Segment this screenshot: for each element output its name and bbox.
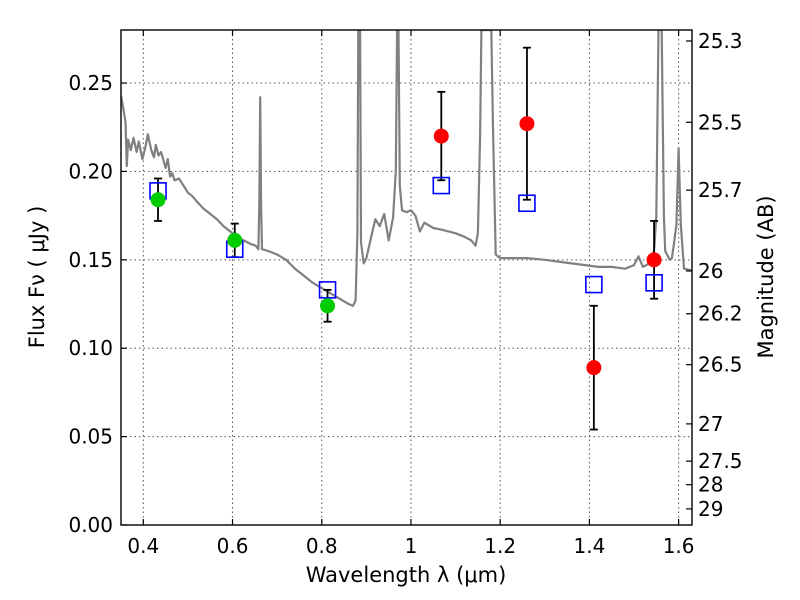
y-tick-label: 0.20 [68,159,113,183]
right-tick-label: 27 [698,412,723,436]
x-tick-label: 1.6 [663,534,695,558]
observed-flux-point [519,116,535,132]
model-flux-square [518,194,536,213]
observed-flux-point [433,128,449,144]
x-axis-title: Wavelength λ (μm) [306,563,507,587]
y-tick-label: 0.25 [68,71,113,95]
model-flux-square [645,274,663,292]
y-tick-label: 0.05 [68,425,113,449]
right-axis-title: Magnitude (AB) [754,195,778,358]
observed-flux-point [320,298,336,314]
right-tick-label: 26.2 [698,302,743,326]
x-tick-label: 1.4 [573,534,605,558]
y-tick-label: 0.15 [68,248,113,272]
grid-lines [121,30,692,526]
y-tick-label: 0.00 [68,513,113,537]
model-flux-square [432,176,451,195]
y-axis-title: Flux Fν ( μJy ) [25,206,49,349]
x-tick-label: 0.8 [306,534,338,558]
model-spectrum-line [121,30,692,307]
observed-flux-point [150,192,166,208]
observed-flux-points [150,116,662,376]
right-tick-label: 26.5 [698,353,743,377]
observed-flux-point [227,232,243,248]
observed-flux-point [586,360,602,376]
model-flux-squares [149,176,663,299]
tick-labels: 0.4 0.6 0.8 1 1.2 1.4 1.6 0.00 0.05 0.10 0.15 0.20 0… [68,29,742,558]
model-flux-square [318,281,337,299]
y-tick-label: 0.10 [68,336,113,360]
plot-frame [120,29,693,526]
x-tick-label: 1.2 [484,534,516,558]
axis-ticks [121,30,692,526]
observed-flux-point [646,252,662,268]
right-tick-label: 28 [698,473,723,497]
right-tick-label: 25.7 [698,178,743,202]
x-tick-label: 1 [405,534,418,558]
x-tick-label: 0.4 [127,534,159,558]
right-tick-label: 25.5 [698,110,743,134]
right-tick-label: 29 [698,497,723,521]
right-tick-label: 27.5 [698,449,743,473]
right-tick-label: 25.3 [698,29,743,53]
x-tick-label: 0.6 [217,534,249,558]
model-flux-square [585,275,603,294]
right-tick-label: 26 [698,259,723,283]
